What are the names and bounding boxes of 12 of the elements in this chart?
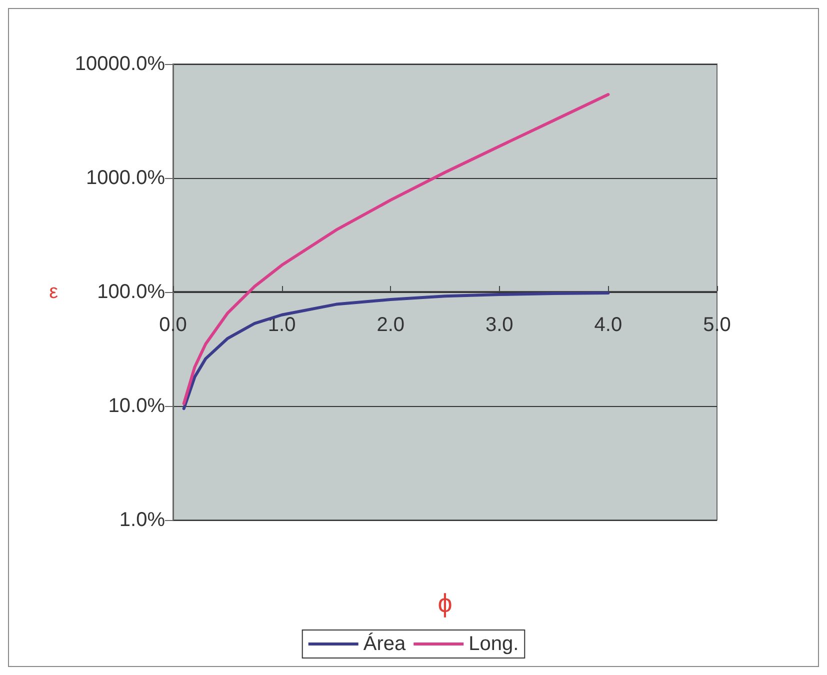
y-tick-label: 1.0% <box>119 509 166 531</box>
x-tick-label: 3.0 <box>485 314 514 336</box>
legend-label: Área <box>363 632 406 655</box>
y-tick-label: 100.0% <box>97 281 166 303</box>
y-tick-label: 1000.0% <box>86 167 166 189</box>
legend-label: Long. <box>468 633 519 655</box>
x-tick-label: 4.0 <box>594 314 622 336</box>
y-tick-label: 10.0% <box>108 395 166 417</box>
x-tick-label: 2.0 <box>376 314 405 336</box>
y-axis-title: ε <box>49 281 58 303</box>
x-axis-title: ϕ <box>438 588 452 618</box>
y-tick-label: 10000.0% <box>74 53 166 75</box>
